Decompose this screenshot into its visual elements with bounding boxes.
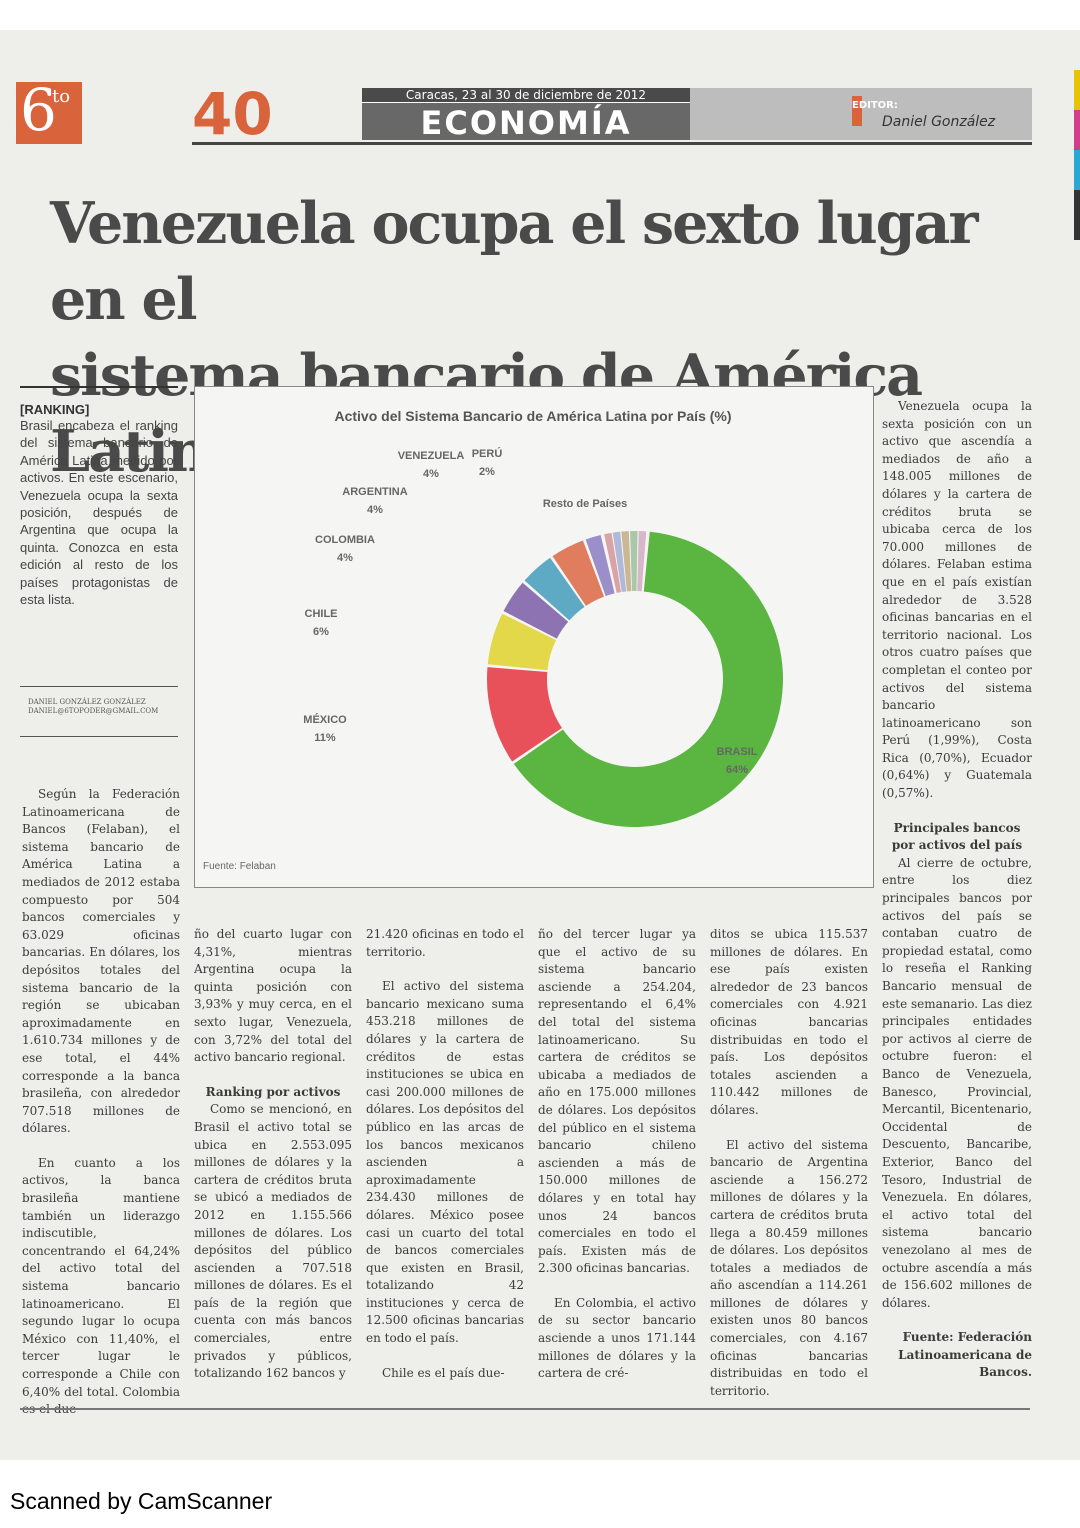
page-number: 40 <box>192 80 273 148</box>
logo-suffix: to <box>52 86 71 107</box>
color-registration-strip <box>1074 70 1080 110</box>
masthead-rule <box>192 142 1032 145</box>
column-4-paragraph-2: En Colombia, el activo de su sector banc… <box>538 1295 696 1381</box>
color-registration-cyan <box>1074 150 1080 190</box>
value-chile: 6% <box>313 626 329 638</box>
column-3-paragraph-3: Chile es el país due- <box>382 1365 505 1380</box>
label-brasil: BRASIL <box>717 746 758 758</box>
slice-venezuela <box>552 540 605 606</box>
column-5: ditos se ubica 115.537 millones de dólar… <box>710 926 868 1417</box>
chart-labels: BRASIL 64% MÉXICO 11% CHILE 6% COLOMBIA 4% ARGEN… <box>303 447 757 776</box>
column-4-paragraph-1: ño del tercer lugar ya que el activo de … <box>538 927 696 1276</box>
right-column-paragraph: Venezuela ocupa la sexta posición con un… <box>882 399 1032 801</box>
byline-name: DANIEL GONZÁLEZ GONZÁLEZ <box>28 698 146 706</box>
column-5-paragraph-2: El activo del sistema bancario de Argent… <box>710 1137 868 1398</box>
slice-argentina <box>524 557 585 621</box>
sidebar-rule <box>20 386 178 388</box>
column-1-paragraph-1: Según la Federación Latinoamericana de B… <box>22 787 180 1136</box>
label-resto-de-paises: Resto de Países <box>543 498 627 510</box>
editor-name: Daniel González <box>882 114 996 130</box>
editor-marker <box>852 96 862 126</box>
issue-date: Caracas, 23 al 30 de diciembre de 2012 <box>362 88 690 103</box>
chart-frame: Activo del Sistema Bancario de América L… <box>194 386 874 888</box>
headline-line-1: Venezuela ocupa el sexto lugar en el <box>50 190 978 333</box>
slice-resto-1 <box>604 532 622 593</box>
column-2: ño del cuarto lugar con 4,31%, mientras … <box>194 926 352 1400</box>
value-brasil: 64% <box>726 764 748 776</box>
column-3-paragraph-1: 21.420 oficinas en todo el territorio. <box>366 927 524 959</box>
column-1: Según la Federación Latinoamericana de B… <box>22 786 180 1436</box>
slice-colombia <box>503 582 569 639</box>
sidebar-tag: [RANKING] <box>20 402 90 417</box>
editor-label: EDITOR: <box>852 100 898 111</box>
column-2-subhead: Ranking por activos <box>205 1084 341 1099</box>
label-mexico: MÉXICO <box>303 713 347 726</box>
chart-source: Fuente: Felaban <box>203 861 276 872</box>
column-2-paragraph-1: ño del cuarto lugar con 4,31%, mientras … <box>194 927 352 1065</box>
slice-chile <box>487 613 557 671</box>
scanner-watermark: Scanned by CamScanner <box>10 1488 273 1514</box>
label-chile: CHILE <box>305 608 338 620</box>
chart-slices <box>487 531 783 827</box>
value-mexico: 11% <box>314 732 336 744</box>
value-argentina: 4% <box>367 504 383 516</box>
logo-number: 6 <box>20 76 57 144</box>
section-name: ECONOMÍA <box>420 104 632 142</box>
column-3-paragraph-2: El activo del sistema bancario mexicano … <box>366 979 525 1346</box>
slice-resto-5 <box>637 531 647 592</box>
label-peru: PERÚ <box>472 447 503 460</box>
label-colombia: COLOMBIA <box>315 534 375 546</box>
right-column-subhead: Principales bancos por activos del país <box>891 820 1023 853</box>
ranking-sidebar: [RANKING] Brasil encabeza el ranking del… <box>20 386 178 608</box>
column-3: 21.420 oficinas en todo el territorio. E… <box>366 926 524 1399</box>
sidebar-blurb: Brasil encabeza el ranking del sistema b… <box>20 418 178 608</box>
slice-resto-4 <box>630 531 638 592</box>
right-column-source: Fuente: Federación Latinoamericana de Ba… <box>898 1330 1032 1380</box>
label-venezuela: VENEZUELA <box>398 450 465 462</box>
column-2-paragraph-2: Como se mencionó, en Brasil el activo to… <box>194 1102 352 1381</box>
chart-title: Activo del Sistema Bancario de América L… <box>334 408 731 424</box>
page-bottom-rule <box>20 1408 1030 1410</box>
publication-logo: 6 to <box>16 76 82 144</box>
byline-rule-top <box>20 686 178 687</box>
slice-brasil <box>513 531 783 827</box>
column-1-paragraph-2: En cuanto a los activos, la banca brasil… <box>22 1155 180 1416</box>
right-column-paragraph-2: Al cierre de octubre, entre los diez pri… <box>882 855 1032 1310</box>
column-4: ño del tercer lugar ya que el activo de … <box>538 926 696 1400</box>
donut-chart: Activo del Sistema Bancario de América L… <box>203 408 783 872</box>
slice-mexico <box>487 667 562 762</box>
byline: DANIEL GONZÁLEZ GONZÁLEZ DANIEL@6TOPODER… <box>28 698 158 716</box>
byline-email: DANIEL@6TOPODER@GMAIL.COM <box>28 707 159 715</box>
color-registration-black <box>1074 190 1080 240</box>
color-registration-magenta <box>1074 110 1080 150</box>
column-5-paragraph-1: ditos se ubica 115.537 millones de dólar… <box>710 927 868 1117</box>
value-peru: 2% <box>479 466 495 478</box>
slice-resto-2 <box>612 531 627 593</box>
label-argentina: ARGENTINA <box>342 486 407 498</box>
slice-resto-3 <box>621 531 632 592</box>
column-right: Venezuela ocupa la sexta posición con un… <box>882 398 1032 1399</box>
byline-rule-bottom <box>20 736 178 737</box>
value-colombia: 4% <box>337 552 353 564</box>
value-venezuela: 4% <box>423 468 439 480</box>
slice-peru <box>585 535 615 597</box>
